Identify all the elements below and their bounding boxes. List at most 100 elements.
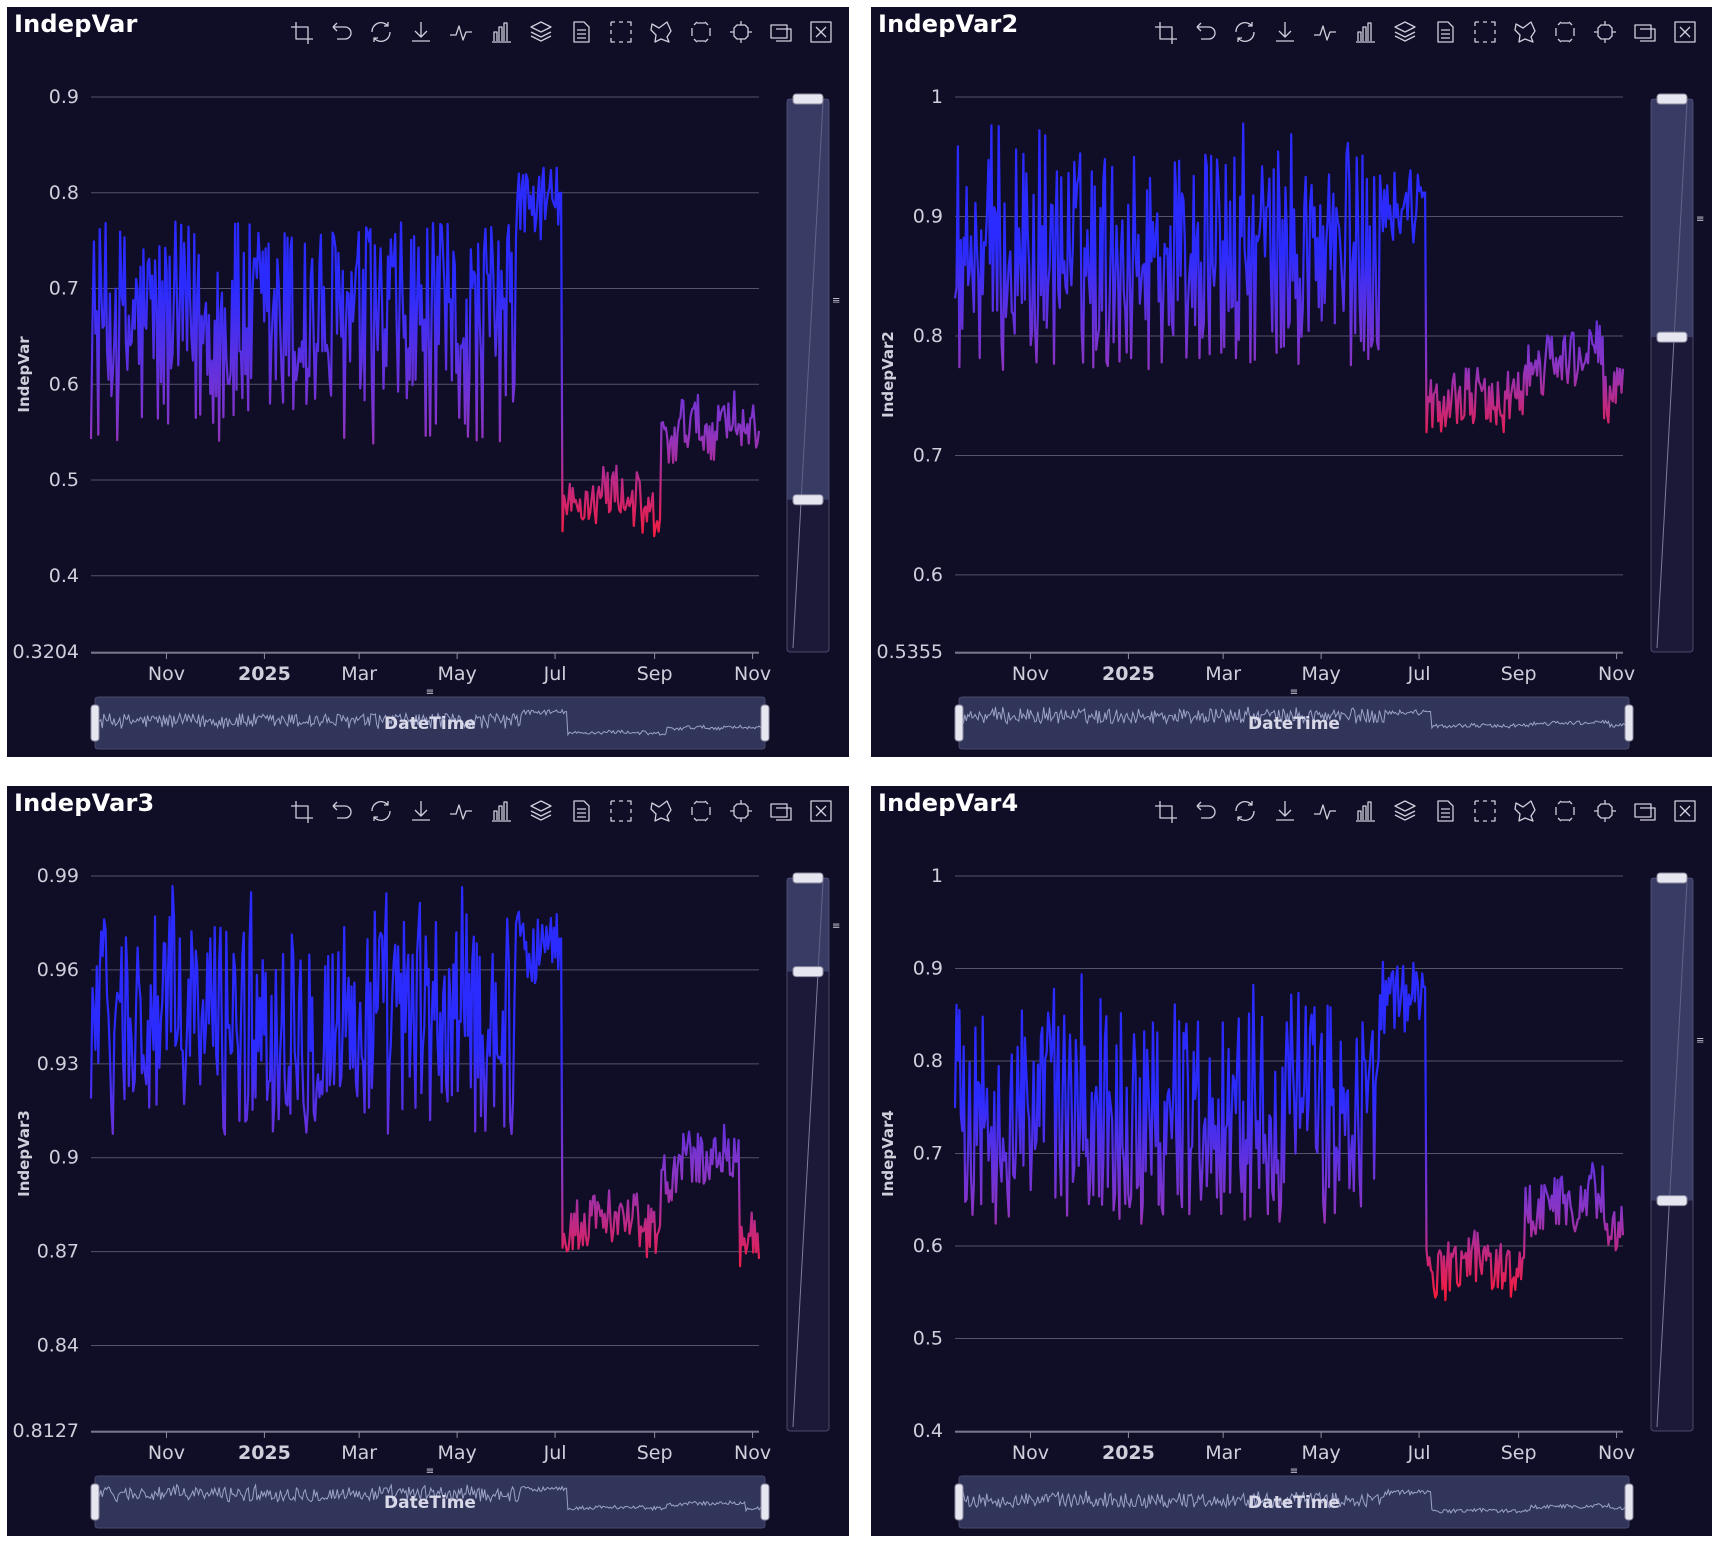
download-icon[interactable] — [401, 17, 441, 47]
zoom-reset-icon[interactable] — [1665, 796, 1705, 826]
slider-handle[interactable] — [792, 494, 824, 506]
datazoom-handle-left[interactable] — [954, 1483, 964, 1521]
lasso-select-icon[interactable] — [641, 796, 681, 826]
bar-chart-icon[interactable] — [1345, 17, 1385, 47]
y-tick-label: 0.9 — [49, 1147, 79, 1169]
download-icon[interactable] — [1265, 796, 1305, 826]
line-chart-icon[interactable] — [441, 17, 481, 47]
datazoom-handle-left[interactable] — [90, 1483, 100, 1521]
datazoom-grip[interactable]: ≡ — [1290, 1466, 1298, 1477]
refresh-icon[interactable] — [1225, 796, 1265, 826]
zoom-reset-icon[interactable] — [801, 796, 841, 826]
bar-chart-icon[interactable] — [481, 17, 521, 47]
slider-grip[interactable]: ≡ — [1696, 214, 1704, 225]
stack-icon[interactable] — [521, 796, 561, 826]
slider-handle[interactable] — [792, 93, 824, 105]
bar-chart-icon[interactable] — [1345, 796, 1385, 826]
slider-grip[interactable]: ≡ — [832, 295, 840, 306]
slider-selection[interactable] — [1651, 878, 1693, 1201]
data-view-icon[interactable] — [1425, 17, 1465, 47]
stack-icon[interactable] — [1385, 17, 1425, 47]
line-chart-icon[interactable] — [1305, 17, 1345, 47]
slider-handle[interactable] — [1656, 93, 1688, 105]
crop-icon[interactable] — [1145, 796, 1185, 826]
undo-icon[interactable] — [321, 796, 361, 826]
slider-handle[interactable] — [1656, 1195, 1688, 1207]
data-view-icon[interactable] — [1425, 796, 1465, 826]
y-zoom-slider[interactable]: ≡ — [1650, 93, 1704, 653]
clear-select-icon[interactable] — [1585, 796, 1625, 826]
x-datazoom-slider[interactable]: ≡ DateTime — [90, 687, 770, 750]
keep-select-icon[interactable] — [681, 17, 721, 47]
datazoom-handle-left[interactable] — [90, 704, 100, 742]
x-datazoom-slider[interactable]: ≡ DateTime — [954, 687, 1634, 750]
y-tick-label: 0.96 — [37, 959, 79, 981]
rect-select-icon[interactable] — [1465, 796, 1505, 826]
datazoom-handle-right[interactable] — [1624, 704, 1634, 742]
datazoom-handle-right[interactable] — [760, 1483, 770, 1521]
slider-handle[interactable] — [1656, 331, 1688, 343]
keep-select-icon[interactable] — [681, 796, 721, 826]
datazoom-handle-right[interactable] — [1624, 1483, 1634, 1521]
stack-icon[interactable] — [1385, 796, 1425, 826]
zoom-area-icon[interactable] — [1625, 17, 1665, 47]
rect-select-icon[interactable] — [601, 796, 641, 826]
download-icon[interactable] — [401, 796, 441, 826]
line-chart-icon[interactable] — [1305, 796, 1345, 826]
refresh-icon[interactable] — [361, 796, 401, 826]
y-zoom-slider[interactable]: ≡ — [1650, 872, 1704, 1432]
slider-selection[interactable] — [787, 99, 829, 500]
clear-select-icon[interactable] — [721, 796, 761, 826]
clear-select-icon[interactable] — [721, 17, 761, 47]
crop-icon[interactable] — [1145, 17, 1185, 47]
rect-select-icon[interactable] — [601, 17, 641, 47]
x-tick-label: 2025 — [1102, 663, 1155, 685]
datazoom-grip[interactable]: ≡ — [426, 687, 434, 698]
stack-icon[interactable] — [521, 17, 561, 47]
lasso-select-icon[interactable] — [641, 17, 681, 47]
download-icon[interactable] — [1265, 17, 1305, 47]
line-chart-icon[interactable] — [441, 796, 481, 826]
data-view-icon[interactable] — [561, 796, 601, 826]
rect-select-icon[interactable] — [1465, 17, 1505, 47]
data-view-icon[interactable] — [561, 17, 601, 47]
lasso-select-icon[interactable] — [1505, 17, 1545, 47]
slider-selection[interactable] — [1651, 99, 1693, 338]
zoom-area-icon[interactable] — [761, 17, 801, 47]
lasso-select-icon[interactable] — [1505, 796, 1545, 826]
datazoom-selection[interactable] — [95, 1476, 765, 1528]
x-datazoom-slider[interactable]: ≡ DateTime — [954, 1466, 1634, 1529]
undo-icon[interactable] — [1185, 796, 1225, 826]
crop-icon[interactable] — [281, 796, 321, 826]
keep-select-icon[interactable] — [1545, 17, 1585, 47]
zoom-area-icon[interactable] — [761, 796, 801, 826]
undo-icon[interactable] — [321, 17, 361, 47]
y-tick-label: 0.84 — [37, 1335, 79, 1357]
y-zoom-slider[interactable]: ≡ — [786, 872, 840, 1432]
slider-handle[interactable] — [792, 966, 824, 978]
bar-chart-icon[interactable] — [481, 796, 521, 826]
zoom-area-icon[interactable] — [1625, 796, 1665, 826]
slider-grip[interactable]: ≡ — [832, 921, 840, 932]
keep-select-icon[interactable] — [1545, 796, 1585, 826]
clear-select-icon[interactable] — [1585, 17, 1625, 47]
datazoom-grip[interactable]: ≡ — [426, 1466, 434, 1477]
slider-grip[interactable]: ≡ — [1696, 1035, 1704, 1046]
slider-handle[interactable] — [1656, 872, 1688, 884]
datazoom-selection[interactable] — [959, 697, 1629, 749]
datazoom-grip[interactable]: ≡ — [1290, 687, 1298, 698]
undo-icon[interactable] — [1185, 17, 1225, 47]
slider-selection[interactable] — [787, 878, 829, 972]
x-datazoom-slider[interactable]: ≡ DateTime — [90, 1466, 770, 1529]
datazoom-handle-right[interactable] — [760, 704, 770, 742]
y-tick-label: 0.6 — [913, 1235, 943, 1257]
slider-handle[interactable] — [792, 872, 824, 884]
refresh-icon[interactable] — [1225, 17, 1265, 47]
datazoom-handle-left[interactable] — [954, 704, 964, 742]
zoom-reset-icon[interactable] — [801, 17, 841, 47]
y-zoom-slider[interactable]: ≡ — [786, 93, 840, 653]
zoom-reset-icon[interactable] — [1665, 17, 1705, 47]
refresh-icon[interactable] — [361, 17, 401, 47]
y-axis-label: IndepVar2 — [879, 331, 897, 418]
crop-icon[interactable] — [281, 17, 321, 47]
